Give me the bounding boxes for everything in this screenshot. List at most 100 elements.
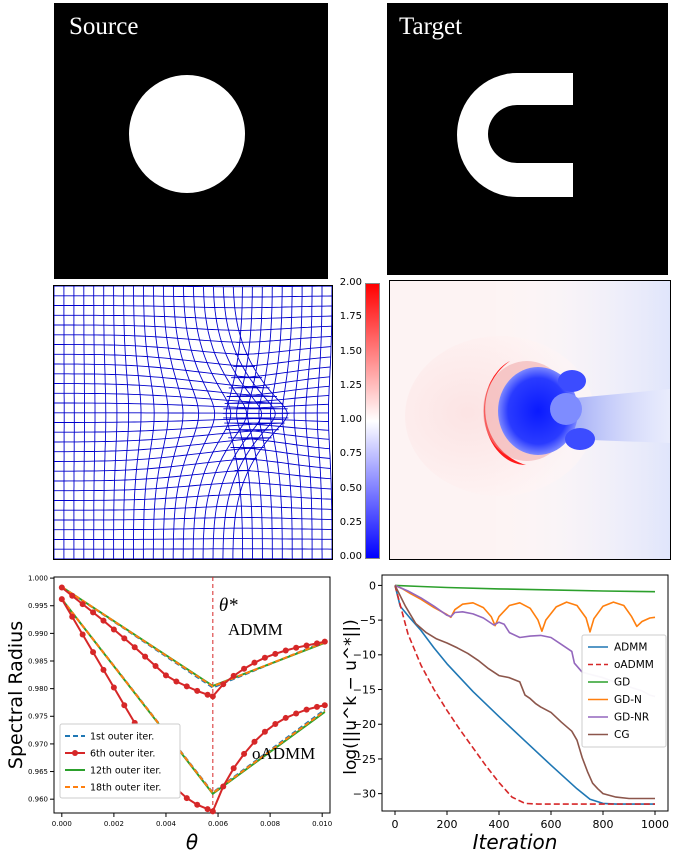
x-tick-label: 200: [437, 818, 458, 831]
series-marker: [251, 659, 258, 666]
y-tick-label: 0.960: [28, 796, 48, 804]
y-tick-label: 0.995: [28, 602, 48, 610]
x-tick-label: 400: [489, 818, 510, 831]
grid-line: [54, 447, 331, 462]
series-marker: [152, 662, 159, 669]
grid-line: [270, 286, 283, 559]
series-marker: [303, 642, 310, 649]
admm-annotation: ADMM: [228, 620, 283, 639]
grid-line: [54, 482, 332, 492]
convergence-chart: 0 200 400 600 800 1000 0 −5 −10 −15 −20 −25 −30 ADMM o…: [341, 574, 669, 854]
grid-line: [202, 286, 248, 559]
x-tick-label: 1000: [641, 818, 669, 831]
colorbar-tick: 1.50: [339, 345, 362, 357]
series-marker: [282, 714, 289, 721]
series-marker: [272, 650, 279, 657]
legend-label: GD-N: [614, 694, 642, 706]
grid-line: [316, 286, 323, 559]
series-marker: [204, 806, 211, 813]
series-marker: [183, 683, 190, 690]
series-marker: [131, 644, 138, 651]
legend-label: ADMM: [614, 642, 647, 654]
series-marker: [261, 654, 268, 661]
series-marker: [58, 584, 65, 591]
target-panel: Target: [387, 3, 668, 275]
colorbar-tick: 1.25: [339, 379, 362, 391]
series-marker: [220, 783, 227, 790]
x-tick-label: 0: [392, 818, 399, 831]
grid-line: [293, 286, 303, 559]
series-marker: [303, 706, 310, 713]
deformation-grid: [53, 285, 333, 560]
legend-label: GD: [614, 677, 630, 689]
oadmm-annotation: oADMM: [252, 744, 315, 763]
colorbar-tick: 2.00: [339, 277, 362, 288]
grid-line: [328, 286, 333, 559]
series-marker: [110, 626, 117, 633]
series-marker: [58, 596, 65, 603]
grid-line: [222, 286, 276, 559]
grid-line: [232, 286, 288, 559]
source-disk: [129, 75, 245, 193]
y-tick-label: −10: [353, 649, 376, 662]
y-tick-label: 0.965: [28, 768, 48, 776]
grid-line: [54, 417, 329, 423]
heatmap: [390, 281, 670, 559]
grid-line: [54, 295, 332, 298]
grid-line: [54, 373, 330, 389]
grid-line: [54, 422, 329, 433]
grid-line: [54, 505, 332, 511]
colorbar-tick: 0.75: [339, 448, 362, 460]
grid-line: [305, 286, 313, 559]
y-tick-label: −15: [353, 683, 376, 696]
grid-line: [54, 527, 332, 531]
grid-line: [54, 458, 331, 472]
y-tick-label: −25: [353, 753, 376, 766]
series-marker: [194, 687, 201, 694]
grid-line: [225, 286, 244, 559]
colorbar: 2.00 1.75 1.50 1.25 1.00 0.75 0.50 0.25 0.00: [330, 277, 385, 565]
series-marker: [90, 649, 97, 656]
x-tick-label: 0.010: [312, 820, 332, 828]
grid-line: [54, 429, 330, 443]
x-tick-label: 0.004: [156, 820, 177, 828]
series-marker: [110, 684, 117, 691]
grid-line: [54, 437, 330, 453]
x-tick-label: 0.008: [260, 820, 280, 828]
y-tick-label: 0.975: [28, 713, 48, 721]
legend-label: CG: [614, 729, 629, 741]
series-marker: [209, 808, 216, 815]
series-line: [394, 585, 655, 800]
target-c-shape: [457, 73, 573, 197]
colorbar-tick: 1.75: [339, 311, 362, 323]
grid-line: [54, 324, 332, 331]
grid-line: [54, 516, 332, 521]
x-tick-label: 0.006: [208, 820, 229, 828]
series-marker: [121, 635, 128, 642]
colorbar-tick: 0.00: [339, 551, 362, 562]
grid-line: [281, 286, 293, 559]
grid-line: [142, 286, 155, 559]
theta-star-label: θ*: [219, 595, 238, 616]
y-tick-label: 1.000: [28, 575, 48, 583]
x-tick-label: 600: [541, 818, 562, 831]
legend-label: GD-NR: [614, 712, 649, 724]
source-panel: Source: [54, 3, 328, 279]
source-label: Source: [69, 13, 139, 40]
y-tick-label: 0.990: [28, 630, 48, 638]
grid-line: [54, 314, 332, 320]
legend-label: 6th outer iter.: [90, 749, 155, 760]
legend: [59, 723, 181, 799]
colorbar-tick: 0.50: [339, 482, 362, 494]
grid-line: [54, 363, 331, 379]
grid-line: [212, 286, 263, 559]
colorbar-tick: 0.25: [339, 516, 362, 528]
y-axis-label: log(||u^k − u^*||): [341, 619, 361, 775]
series-marker: [272, 721, 279, 728]
grid-line: [54, 305, 332, 309]
y-tick-label: −20: [353, 718, 376, 731]
series-marker: [69, 592, 76, 599]
series-marker: [282, 647, 289, 654]
legend: [581, 634, 667, 748]
series-marker: [241, 665, 248, 672]
